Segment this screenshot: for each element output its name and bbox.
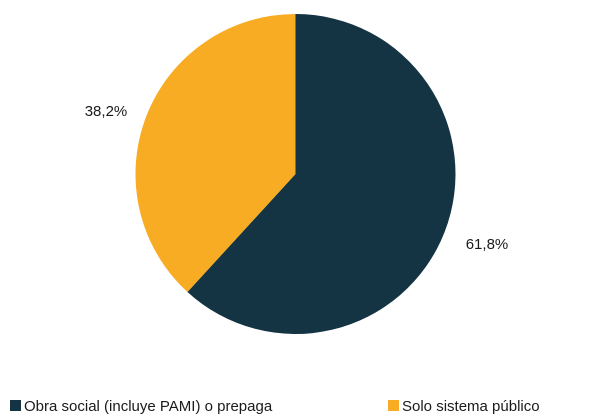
legend-swatch-obra-social xyxy=(10,400,21,411)
data-label-solo-sistema-publico: 38,2% xyxy=(85,103,128,120)
pie-slice-solo-sistema-publico xyxy=(135,14,296,293)
pie-labels: 61,8% 38,2% xyxy=(85,103,509,253)
data-label-obra-social: 61,8% xyxy=(466,236,509,253)
legend-item-obra-social: Obra social (incluye PAMI) o prepaga xyxy=(10,398,272,416)
legend-swatch-solo-sistema-publico xyxy=(388,400,399,411)
pie-slice-obra-social xyxy=(187,14,456,334)
legend: Obra social (incluye PAMI) o prepaga Sol… xyxy=(10,398,589,418)
legend-label-solo-sistema-publico: Solo sistema público xyxy=(402,398,540,415)
pie-slices xyxy=(135,14,456,334)
legend-item-solo-sistema-publico: Solo sistema público xyxy=(388,398,540,416)
legend-label-obra-social: Obra social (incluye PAMI) o prepaga xyxy=(24,398,273,415)
